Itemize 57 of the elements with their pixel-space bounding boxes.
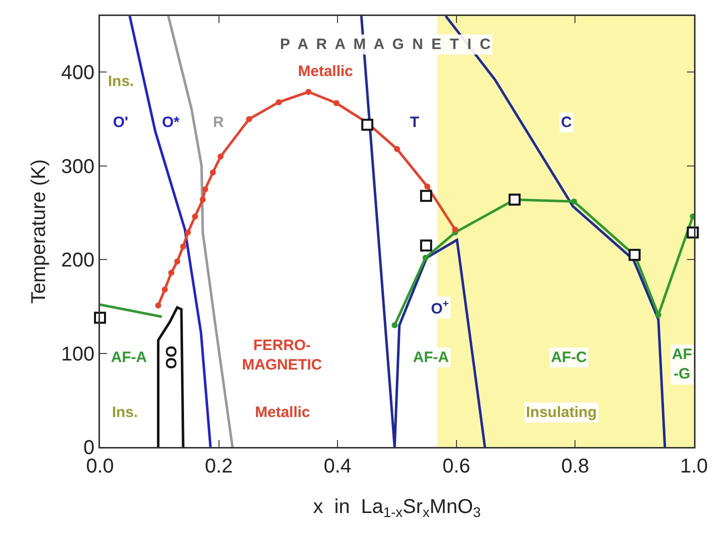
y-axis-title: Temperature (K): [28, 159, 50, 304]
point: [305, 88, 312, 95]
annotation: Metallic: [255, 404, 310, 421]
y-tick-label: 200: [61, 250, 94, 272]
annotation: P A R A M A G N E T I C: [280, 36, 491, 53]
annotation: O*: [162, 114, 180, 131]
x-tick-label: 1.0: [680, 456, 708, 478]
annotation: Ins.: [108, 73, 134, 90]
x-tick-label: 0.8: [561, 456, 590, 478]
annotation: O': [113, 114, 128, 131]
point: [174, 258, 180, 264]
point: [420, 190, 432, 202]
point: [202, 186, 208, 192]
point: [180, 243, 186, 250]
annotation: AF -G: [672, 346, 692, 382]
point: [276, 99, 282, 106]
annotation: Metallic: [298, 63, 354, 80]
point: [686, 226, 699, 238]
y-tick-label: 400: [61, 62, 94, 84]
annotation: O$^{+}$: [431, 298, 449, 318]
annotation: FERRO- MAGNETIC: [242, 337, 322, 374]
x-tick-label: 0.6: [442, 456, 470, 478]
line-series: [156, 306, 184, 447]
x-tick-label: 0.2: [204, 456, 233, 478]
point: [168, 270, 174, 276]
y-tick-label: 300: [61, 156, 94, 178]
point: [155, 302, 162, 309]
y-tick-label: 100: [61, 343, 94, 366]
point: [571, 198, 578, 205]
point: [162, 286, 168, 293]
annotation: C: [561, 114, 572, 131]
point: [218, 154, 224, 160]
point: [394, 146, 400, 152]
point: [392, 322, 398, 328]
annotation: AF-C: [551, 349, 587, 366]
point: [424, 184, 430, 190]
point: [246, 116, 252, 122]
annotation: T: [410, 114, 420, 131]
point: [508, 194, 521, 206]
point: [210, 169, 216, 176]
point: [422, 254, 429, 261]
x-tick-label: 0.4: [324, 456, 352, 478]
point: [420, 240, 432, 252]
point: [333, 100, 340, 106]
annotation: OO: [162, 346, 179, 370]
point: [361, 118, 374, 131]
point: [452, 226, 458, 233]
x-axis-title: x in La$_{1-x}$Sr$_{x}$MnO$_{3}$: [313, 496, 482, 520]
annotation: Insulating: [526, 404, 597, 421]
point: [200, 196, 206, 203]
annotation: Ins.: [112, 404, 138, 421]
annotation: AF-A: [413, 349, 449, 366]
point: [192, 214, 198, 220]
point: [628, 248, 641, 261]
point: [184, 229, 191, 236]
annotation: R: [213, 114, 224, 131]
annotation: AF-A: [111, 349, 147, 366]
